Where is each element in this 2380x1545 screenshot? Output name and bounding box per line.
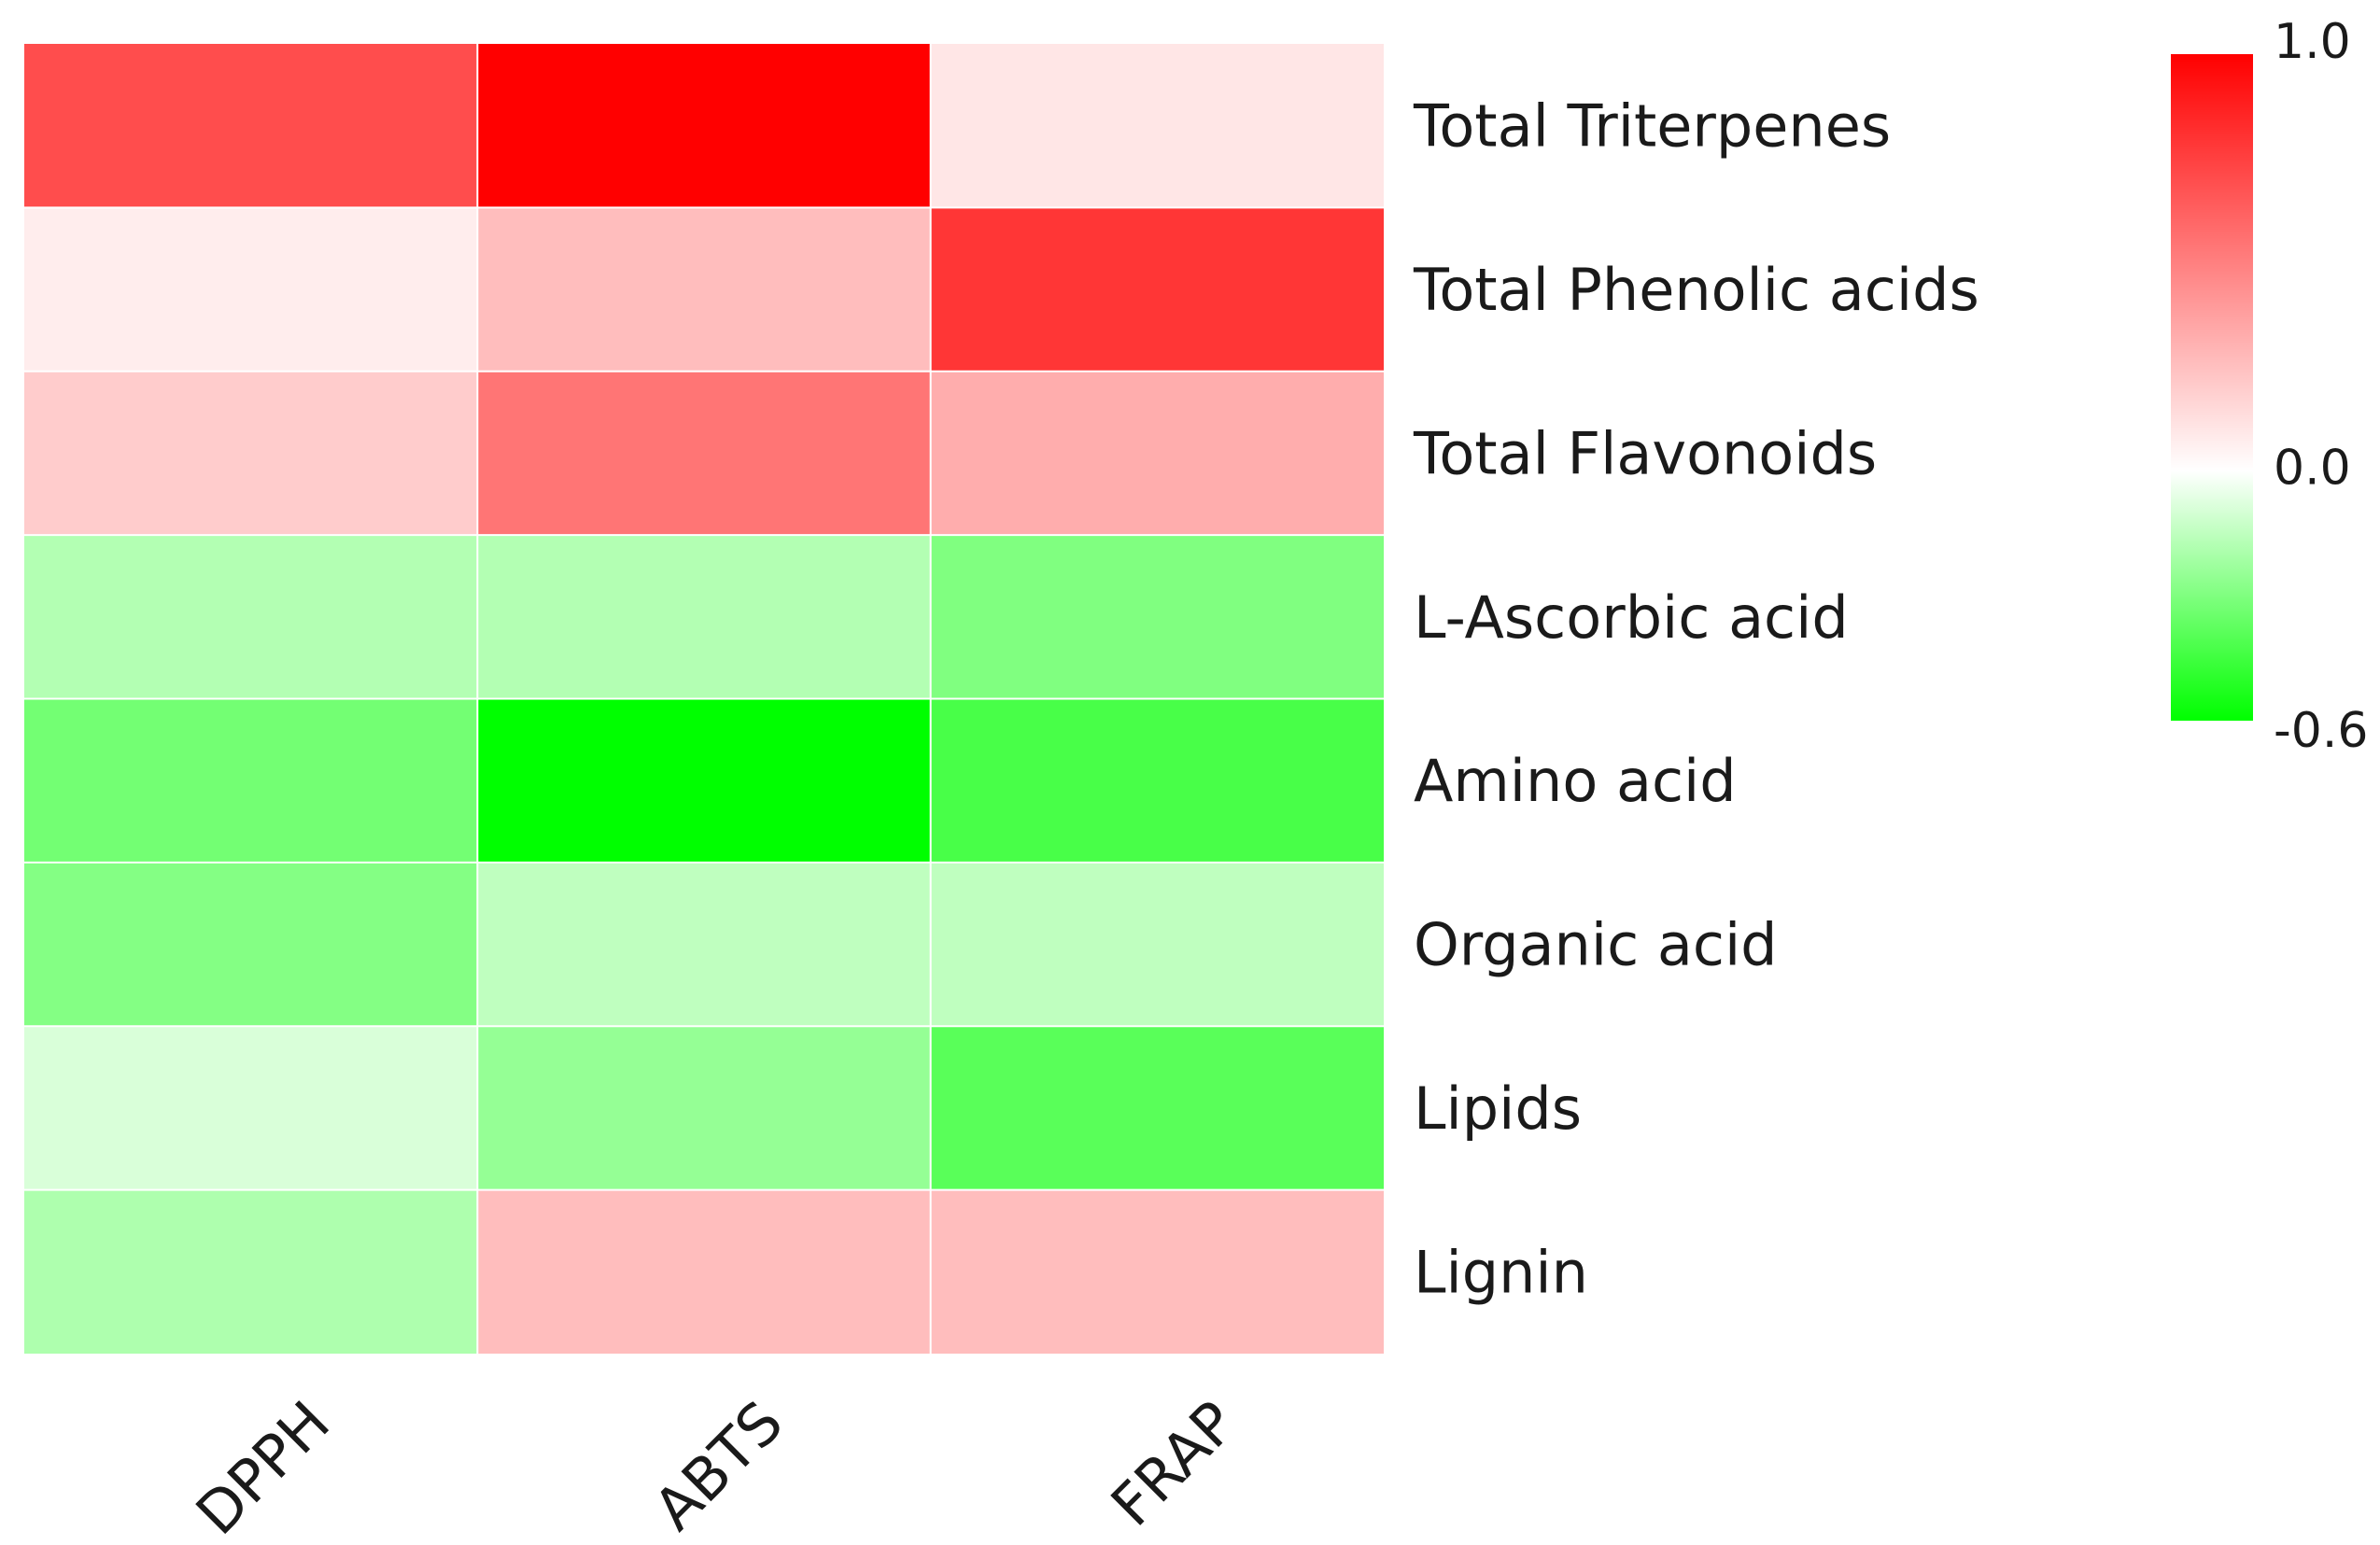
heatmap-cell-total-triterpenes-abts <box>478 44 930 207</box>
color-scale-tick-label: -0.6 <box>2274 703 2368 759</box>
row-label: Organic acid <box>1414 911 1778 979</box>
heatmap-cell-total-flavonoids-abts <box>478 372 930 535</box>
row-label: Total Phenolic acids <box>1413 256 1979 324</box>
column-labels: DPPH ABTS FRAP <box>183 1388 1249 1545</box>
heatmap-cell-total-flavonoids-dpph <box>24 372 477 535</box>
color-scale-tick-label: 0.0 <box>2274 440 2351 496</box>
heatmap-cell-total-phenolic-acids-frap <box>931 208 1384 371</box>
heatmap-cell-l-ascorbic-acid-abts <box>478 536 930 698</box>
row-label: Lipids <box>1414 1074 1582 1143</box>
heatmap-cells <box>24 44 1384 1354</box>
column-label: DPPH <box>183 1388 343 1540</box>
heatmap-cell-total-triterpenes-dpph <box>24 44 477 207</box>
heatmap-cell-lipids-dpph <box>24 1027 477 1189</box>
heatmap-cell-lignin-dpph <box>24 1190 477 1354</box>
color-scale-legend: 1.0 0.0 -0.6 <box>2171 14 2368 759</box>
color-scale-bar <box>2171 54 2253 721</box>
heatmap-cell-lipids-frap <box>931 1027 1384 1189</box>
row-label: Lignin <box>1414 1238 1588 1306</box>
heatmap-cell-l-ascorbic-acid-dpph <box>24 536 477 698</box>
heatmap-cell-lipids-abts <box>478 1027 930 1189</box>
column-label: ABTS <box>641 1388 796 1540</box>
heatmap-cell-lignin-abts <box>478 1190 930 1354</box>
column-label: FRAP <box>1098 1388 1249 1539</box>
color-scale-tick-label: 1.0 <box>2274 14 2351 70</box>
row-label: Total Flavonoids <box>1413 419 1877 487</box>
row-label: Total Triterpenes <box>1413 92 1891 161</box>
heatmap-cell-total-phenolic-acids-dpph <box>24 208 477 371</box>
heatmap-cell-l-ascorbic-acid-frap <box>931 536 1384 698</box>
heatmap-cell-total-triterpenes-frap <box>931 44 1384 207</box>
heatmap-cell-total-phenolic-acids-abts <box>478 208 930 371</box>
heatmap-cell-amino-acid-frap <box>931 699 1384 862</box>
heatmap-cell-organic-acid-abts <box>478 863 930 1026</box>
heatmap-cell-lignin-frap <box>931 1190 1384 1354</box>
heatmap-cell-amino-acid-abts <box>478 699 930 862</box>
heatmap-cell-organic-acid-dpph <box>24 863 477 1026</box>
row-label: Amino acid <box>1414 747 1737 815</box>
heatmap-cell-total-flavonoids-frap <box>931 372 1384 535</box>
heatmap-cell-amino-acid-dpph <box>24 699 477 862</box>
row-labels: Total Triterpenes Total Phenolic acids Tot… <box>1413 92 1979 1307</box>
heatmap-cell-organic-acid-frap <box>931 863 1384 1026</box>
row-label: L-Ascorbic acid <box>1414 583 1849 652</box>
